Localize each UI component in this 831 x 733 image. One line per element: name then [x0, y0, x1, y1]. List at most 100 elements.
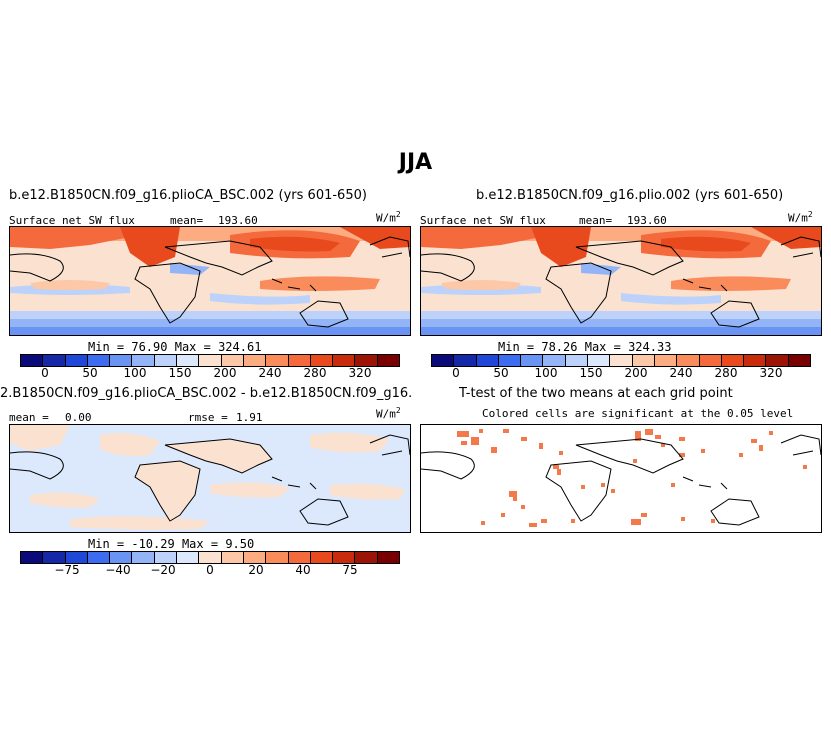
- colorbar-tick-label: 280: [303, 366, 327, 380]
- significant-cell: [529, 523, 537, 527]
- colorbar-cell: [699, 355, 722, 366]
- significant-cell: [471, 437, 479, 445]
- colorbar-tick-label: 100: [534, 366, 558, 380]
- colorbar-cell: [21, 552, 44, 563]
- colorbar-tick-label: 150: [579, 366, 603, 380]
- significant-cell: [509, 491, 517, 497]
- colorbar-cell: [243, 355, 267, 366]
- significant-cell: [739, 453, 743, 457]
- panel2-mean-label: mean=: [579, 214, 613, 227]
- significant-cell: [681, 517, 685, 521]
- colorbar-cell: [199, 552, 222, 563]
- panel2-mean-value: 193.60: [627, 214, 667, 227]
- significant-cell: [769, 431, 773, 435]
- colorbar-cell: [177, 552, 200, 563]
- page-title: JJA: [398, 150, 433, 175]
- colorbar-cell: [721, 355, 745, 366]
- significant-cell: [679, 437, 685, 441]
- colorbar-cell: [110, 355, 133, 366]
- panel3-colorbar: [20, 551, 400, 564]
- significant-cell: [803, 465, 807, 469]
- colorbar-cell: [610, 355, 633, 366]
- colorbar-cell: [21, 355, 44, 366]
- panel2-variable: Surface net SW flux: [420, 214, 546, 227]
- colorbar-cell: [355, 552, 378, 563]
- colorbar-tick-label: 0: [41, 366, 49, 380]
- colorbar-cell: [110, 552, 133, 563]
- significant-cell: [581, 485, 585, 489]
- colorbar-cell: [132, 552, 155, 563]
- significant-cell: [635, 431, 641, 441]
- significant-cell: [541, 519, 547, 523]
- colorbar-tick-label: 100: [123, 366, 147, 380]
- significant-cell: [571, 519, 575, 523]
- colorbar-cell: [377, 552, 400, 563]
- colorbar-cell: [310, 552, 334, 563]
- significant-cell: [671, 483, 675, 487]
- colorbar-cell: [333, 552, 356, 563]
- colorbar-tick-label: 50: [493, 366, 509, 380]
- significant-cell: [701, 449, 705, 453]
- significant-cells: [457, 429, 807, 527]
- colorbar-tick-label: 320: [348, 366, 372, 380]
- significant-cell: [481, 521, 485, 525]
- panel2-map-svg: [421, 227, 821, 335]
- significant-cell: [557, 469, 561, 475]
- colorbar-cell: [266, 552, 289, 563]
- colorbar-cell: [43, 552, 66, 563]
- colorbar-cell: [432, 355, 455, 366]
- panel3-minmax: Min = -10.29 Max = 9.50: [88, 537, 255, 551]
- colorbar-cell: [288, 552, 311, 563]
- colorbar-cell: [744, 355, 767, 366]
- colorbar-tick-label: 0: [452, 366, 460, 380]
- significant-cell: [641, 513, 647, 517]
- panel4-subtitle: Colored cells are significant at the 0.0…: [482, 407, 794, 420]
- panel1-colorbar: [20, 354, 400, 367]
- significant-cell: [661, 443, 665, 447]
- significant-cell: [633, 459, 637, 463]
- colorbar-tick-label: 50: [82, 366, 98, 380]
- panel2-colorbar-ticks: 0 50 100 150 200 240 280 320: [431, 366, 811, 380]
- colorbar-cell: [498, 355, 522, 366]
- colorbar-cell: [333, 355, 356, 366]
- colorbar-tick-label: 40: [295, 563, 311, 577]
- panel3-map: [9, 424, 411, 533]
- panel3-title: 2.B1850CN.f09_g16.plioCA_BSC.002 - b.e12…: [0, 386, 412, 401]
- panel3-units: W/m2: [376, 406, 401, 421]
- panel3-rmse-label: rmse =: [188, 411, 228, 424]
- colorbar-cell: [355, 355, 378, 366]
- panel1-mean-label: mean=: [170, 214, 204, 227]
- panel2-colorbar: [431, 354, 811, 367]
- significant-cell: [491, 447, 497, 453]
- colorbar-cell: [476, 355, 499, 366]
- panel1-colorbar-ticks: 0 50 100 150 200 240 280 320: [20, 366, 400, 380]
- significant-cell: [503, 429, 509, 433]
- colorbar-cell: [154, 355, 178, 366]
- significant-cell: [645, 429, 653, 435]
- significant-cell: [559, 451, 563, 455]
- panel1-title: b.e12.B1850CN.f09_g16.plioCA_BSC.002 (yr…: [9, 188, 367, 203]
- colorbar-cell: [588, 355, 611, 366]
- panel3-colorbar-ticks: −75 −40 −20 0 20 40 75: [20, 563, 400, 577]
- panel2-map: [420, 226, 822, 336]
- significant-cell: [601, 483, 605, 487]
- colorbar-cell: [766, 355, 789, 366]
- significant-cell: [521, 505, 525, 509]
- significant-cell: [513, 497, 517, 501]
- colorbar-cell: [565, 355, 589, 366]
- significant-cell: [655, 435, 661, 439]
- colorbar-cell: [243, 552, 267, 563]
- colorbar-tick-label: 240: [258, 366, 282, 380]
- panel3-rmse-value: 1.91: [236, 411, 263, 424]
- colorbar-cell: [377, 355, 400, 366]
- significant-cell: [611, 489, 615, 493]
- colorbar-cell: [87, 355, 111, 366]
- colorbar-cell: [221, 355, 244, 366]
- significant-cell: [539, 443, 543, 449]
- panel4-title: T-test of the two means at each grid poi…: [459, 386, 733, 401]
- panel4-map-svg: [421, 425, 821, 532]
- colorbar-tick-label: 240: [669, 366, 693, 380]
- panel2-title: b.e12.B1850CN.f09_g16.plio.002 (yrs 601-…: [476, 188, 784, 203]
- colorbar-cell: [266, 355, 289, 366]
- colorbar-tick-label: −75: [54, 563, 80, 577]
